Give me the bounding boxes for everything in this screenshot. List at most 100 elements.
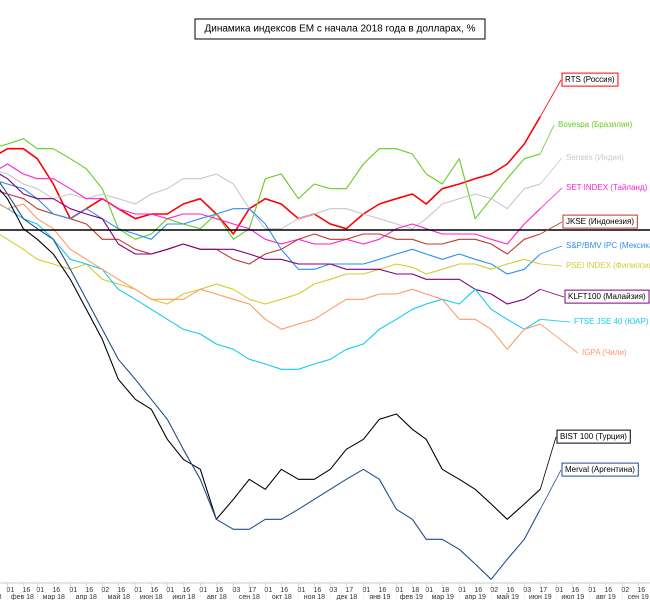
legend-box [562,214,638,229]
x-tick-label: 17 [345,587,353,594]
label-leader [539,79,562,117]
month-label: фев 18 [11,594,34,600]
legend-label: Merval (Аргентина) [565,465,635,474]
x-tick-label: 03 [329,587,337,594]
x-tick-label: 18 [441,587,449,594]
series-line [0,173,541,305]
x-tick-label: 16 [215,587,223,594]
x-tick-label: 16 [117,587,125,594]
series-line [0,234,541,305]
legend-box [561,462,639,477]
legend-label: IGPA (Чили) [582,348,627,357]
x-tick-label: 17 [539,587,547,594]
x-tick-label: 16 [150,587,158,594]
x-tick-label: 01 [36,587,44,594]
month-label: июн 18 [140,594,163,600]
x-tick-label: 16 [52,587,60,594]
label-leader [539,187,563,209]
label-leader [540,245,563,255]
month-label: янв 19 [369,594,390,600]
month-label: июл 18 [172,594,195,600]
x-tick-label: 16 [85,587,93,594]
legend-label: Bovespa (Бразилия) [558,120,633,129]
month-label: сен 19 [628,594,649,600]
label-leader [540,221,563,235]
month-label: май 19 [497,593,519,600]
month-label: апр 19 [465,594,486,600]
month-label: фев 19 [400,594,423,600]
chart-title: Динамика индексов EM с начала 2018 года … [204,24,475,35]
x-tick-label: 16 [506,587,514,594]
legend-box [561,72,619,87]
series-line [0,181,541,580]
x-tick-label: 16 [313,587,321,594]
legend-label: Sensex (Индия) [566,153,624,162]
plot-area [0,116,541,580]
x-tick-label: 01 [7,587,15,594]
series-line [0,191,541,265]
legend-label: KLFT100 (Малайзия) [568,292,646,301]
label-leader [540,263,563,267]
x-tick-label: 01 [134,587,142,594]
month-label: апр 18 [76,594,97,600]
x-tick-label: 01 [69,587,77,594]
x-tick-label: 02 [621,587,629,594]
x-tick-label: 16 [637,587,645,594]
label-leader [540,323,579,354]
label-leader [539,157,563,185]
series-line [0,163,541,245]
x-tick-label: 02 [490,587,498,594]
month-label: мар 18 [43,594,65,600]
legend-box [564,289,650,304]
x-tick-label: 03 [232,587,240,594]
series-line [0,203,541,370]
series-line [0,116,541,235]
x-tick-label: 01 [395,587,403,594]
x-tick-label: 01 [588,587,596,594]
x-tick-label: 01 [264,587,272,594]
label-leader [540,288,565,298]
x-tick-label: 03 [523,587,531,594]
x-tick-label: 17 [248,587,256,594]
x-tick-label: 16 [474,587,482,594]
x-tick-label: 01 [362,587,370,594]
month-label: ноя 18 [304,594,325,600]
legend-label: BIST 100 (Турция) [560,432,627,441]
x-tick-label: 16 [571,587,579,594]
legend-label: FTSE JSE 40 (ЮАР) [574,317,649,326]
month-label: авг 18 [207,594,227,600]
series-line [0,138,541,240]
x-tick-label: 01 [166,587,174,594]
x-tick-label: 16 [23,587,31,594]
month-label: окт 18 [272,594,292,600]
legend-label: SET INDEX (Тайланд) [566,183,648,192]
legend-label: JKSE (Индонезия) [566,217,634,226]
x-tick-label: 01 [297,587,305,594]
label-leader [540,318,571,323]
x-tick-label: 02 [101,587,109,594]
legend-label: PSEI INDEX (Филиппины) [566,261,650,270]
title-box [194,18,486,40]
x-tick-label: 01 [199,587,207,594]
legend-label: S&P/BMV IPC (Мексика) [566,241,650,250]
month-label: май 18 [108,593,130,600]
label-leader [539,124,555,155]
x-tick-label: 16 [604,587,612,594]
legend-box [556,429,631,444]
month-label: сен 18 [239,594,260,600]
x-tick-label: 18 [411,587,419,594]
x-tick-label: 16 [280,587,288,594]
label-leader [539,436,557,490]
x-tick-label: 16 [182,587,190,594]
month-label: мар 19 [432,594,454,600]
month-label: июл 19 [561,594,584,600]
x-tick-label: 16 [378,587,386,594]
month-label: дек 18 [336,594,357,600]
series-line [0,189,541,520]
series-line [0,171,541,230]
x-tick-label: 01 [425,587,433,594]
month-label: янв 18 [0,594,2,600]
x-tick-label: 01 [458,587,466,594]
legend-label: RTS (Россия) [565,75,615,84]
